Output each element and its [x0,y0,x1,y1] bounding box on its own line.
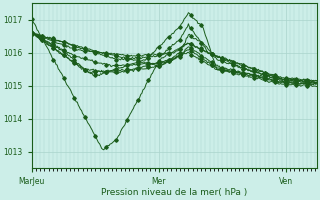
X-axis label: Pression niveau de la mer( hPa ): Pression niveau de la mer( hPa ) [101,188,247,197]
